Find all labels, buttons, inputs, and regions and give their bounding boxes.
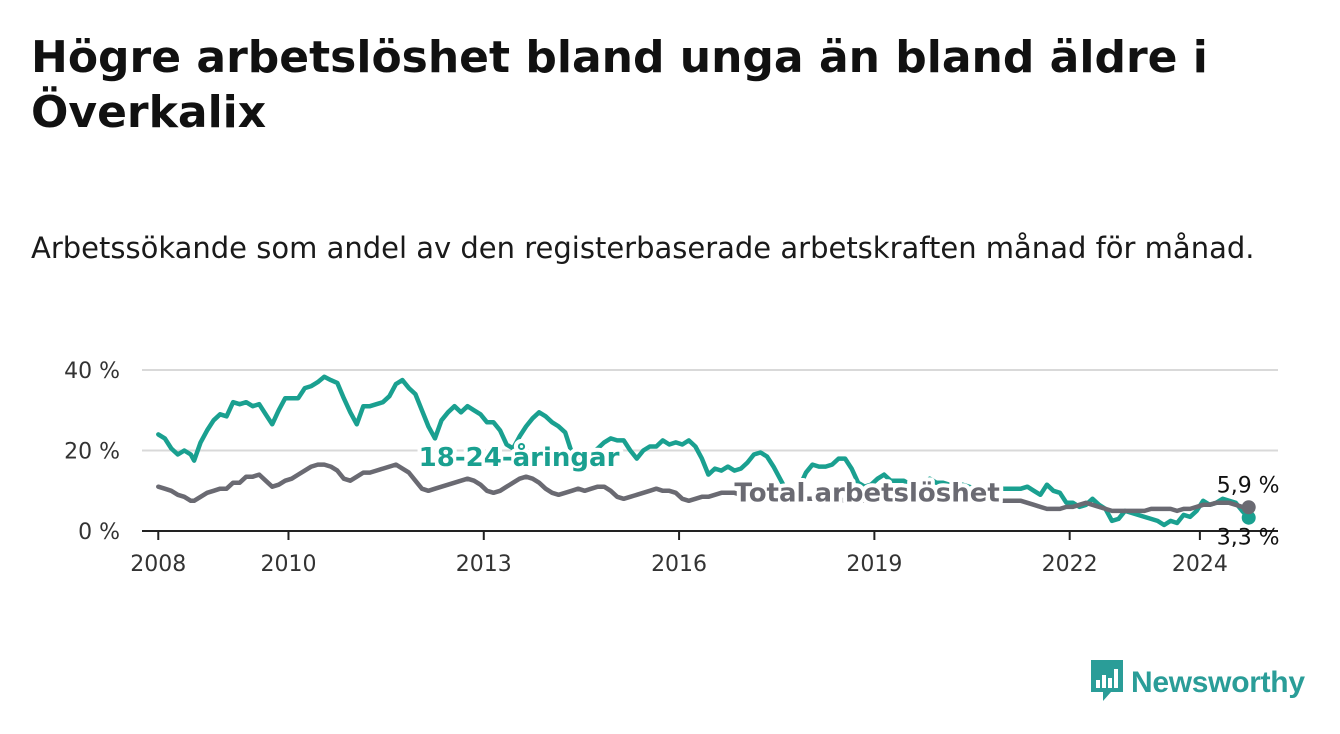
x-tick-label: 2010 (260, 552, 316, 577)
series-label-total-halo: Total arbetslöshet (734, 479, 999, 509)
x-tick-label: 2024 (1172, 552, 1228, 577)
series-label-youth: 18-24-åringar (419, 441, 620, 473)
chart-title: Högre arbetslöshet bland unga än bland ä… (31, 32, 1208, 138)
end-label-total: 5,9 % (1217, 473, 1280, 498)
brand-name: Newsworthy (1131, 665, 1305, 699)
y-tick-label: 0 % (78, 520, 120, 545)
x-tick-label: 2008 (130, 552, 186, 577)
end-point-total (1241, 500, 1256, 515)
x-tick-label: 2016 (651, 552, 707, 577)
chart-subtitle: Arbetssökande som andel av den registerb… (31, 231, 1255, 265)
bar-chart-icon (1089, 658, 1125, 707)
end-label-youth: 3,3 % (1217, 526, 1280, 551)
y-tick-label: 20 % (64, 440, 120, 465)
series-line-total (156, 462, 1251, 514)
series-line-youth (156, 374, 1251, 528)
newsworthy-logo: Newsworthy (1089, 660, 1305, 705)
x-tick-label: 2013 (456, 552, 512, 577)
x-tick-label: 2019 (846, 552, 902, 577)
series-label-total: Total arbetslöshet (734, 479, 999, 509)
series-label-youth-halo: 18-24-åringar (419, 441, 620, 473)
x-tick-label: 2022 (1042, 552, 1098, 577)
line-chart: 0 % 20 % 40 % 2008 2010 2013 2016 2019 2022 2024 1… (64, 359, 1280, 577)
y-tick-label: 40 % (64, 359, 120, 384)
end-point-youth (1241, 510, 1256, 525)
